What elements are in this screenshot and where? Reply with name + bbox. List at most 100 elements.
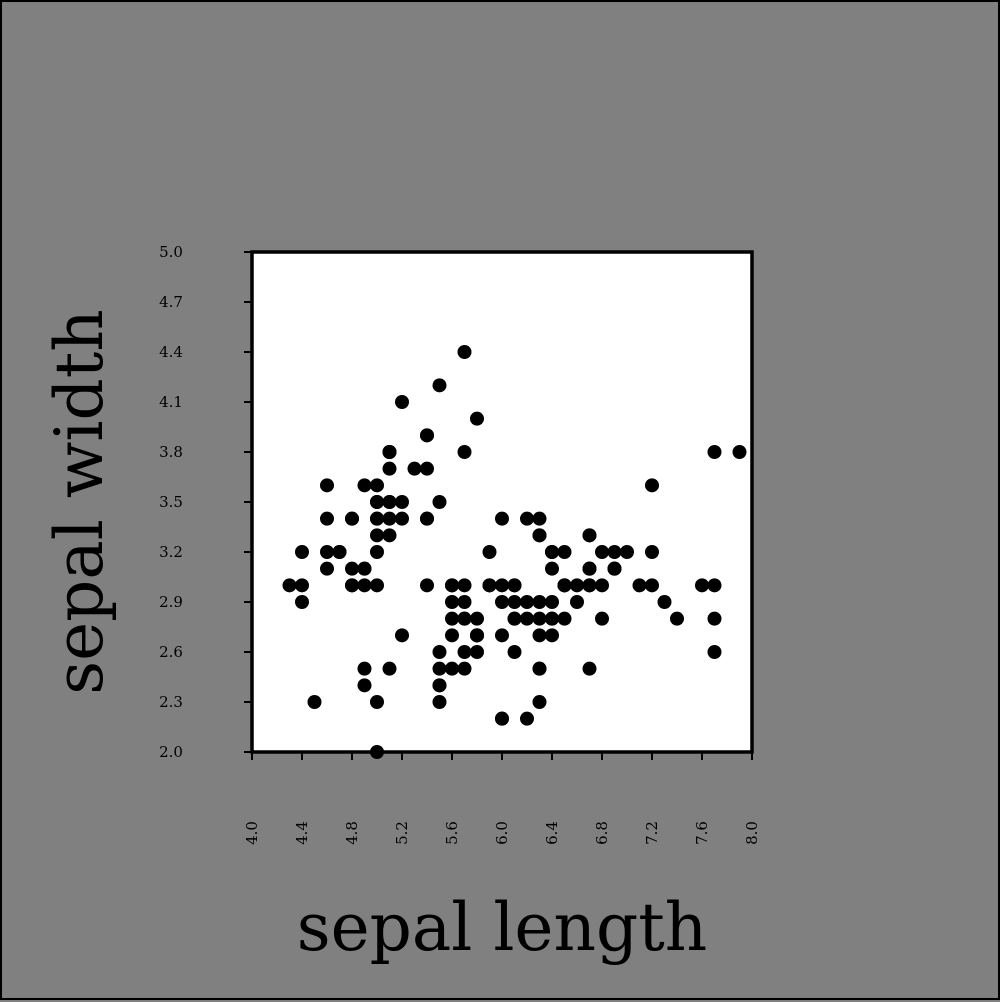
data-point bbox=[370, 478, 384, 493]
x-axis-label: sepal length bbox=[297, 889, 708, 966]
data-point bbox=[532, 611, 547, 626]
data-point bbox=[457, 595, 472, 609]
data-point bbox=[732, 445, 747, 459]
data-point bbox=[282, 578, 297, 593]
data-point bbox=[420, 511, 434, 526]
data-point bbox=[320, 561, 334, 576]
data-point bbox=[495, 628, 509, 643]
data-point bbox=[382, 495, 397, 509]
data-point bbox=[432, 695, 447, 709]
data-point bbox=[707, 645, 722, 659]
data-point bbox=[557, 545, 572, 559]
data-point bbox=[482, 578, 497, 593]
data-point bbox=[582, 661, 597, 676]
data-point bbox=[370, 545, 384, 559]
x-tick-label: 4.8 bbox=[343, 821, 361, 845]
y-tick-label: 5.0 bbox=[159, 243, 183, 261]
data-points bbox=[282, 345, 747, 759]
data-point bbox=[432, 378, 447, 393]
data-point bbox=[382, 661, 397, 676]
data-point bbox=[370, 578, 384, 593]
data-point bbox=[532, 511, 547, 526]
data-point bbox=[382, 445, 397, 459]
data-point bbox=[457, 345, 472, 359]
data-point bbox=[407, 461, 422, 476]
data-point bbox=[420, 578, 434, 593]
y-tick-label: 4.4 bbox=[159, 343, 183, 361]
y-tick-label: 3.8 bbox=[159, 443, 183, 461]
data-point bbox=[295, 545, 309, 559]
data-point bbox=[532, 528, 547, 543]
y-tick-label: 4.7 bbox=[159, 293, 183, 311]
data-point bbox=[457, 661, 472, 676]
data-point bbox=[532, 628, 547, 643]
data-point bbox=[470, 611, 484, 626]
y-tick-label: 2.0 bbox=[159, 743, 183, 761]
data-point bbox=[457, 611, 472, 626]
data-point bbox=[382, 528, 397, 543]
data-point bbox=[670, 611, 684, 626]
x-tick-label: 8.0 bbox=[743, 821, 761, 845]
data-point bbox=[632, 578, 647, 593]
data-point bbox=[545, 545, 559, 559]
data-point bbox=[395, 395, 409, 409]
data-point bbox=[357, 578, 372, 593]
data-point bbox=[395, 628, 409, 643]
data-point bbox=[307, 695, 322, 709]
data-point bbox=[495, 511, 509, 526]
data-point bbox=[645, 545, 659, 559]
y-tick-label: 4.1 bbox=[159, 393, 183, 411]
data-point bbox=[582, 578, 597, 593]
data-point bbox=[520, 595, 534, 609]
data-point bbox=[532, 661, 547, 676]
x-tick-label: 4.4 bbox=[293, 821, 311, 845]
data-point bbox=[657, 595, 672, 609]
data-point bbox=[507, 611, 522, 626]
data-point bbox=[345, 511, 359, 526]
x-axis-ticks: 4.0 4.4 4.8 5.2 5.6 6.0 6.4 6.8 7.2 7.6 8.0 bbox=[243, 752, 761, 845]
data-point bbox=[295, 578, 309, 593]
data-point bbox=[370, 495, 384, 509]
y-axis-ticks: 2.0 2.3 2.6 2.9 3.2 3.5 3.8 4.1 4.4 4.7 5.0 bbox=[159, 243, 252, 761]
data-point bbox=[395, 495, 409, 509]
data-point bbox=[707, 611, 722, 626]
data-point bbox=[607, 545, 622, 559]
x-tick-label: 7.2 bbox=[643, 821, 661, 845]
data-point bbox=[457, 445, 472, 459]
data-point bbox=[507, 578, 522, 593]
data-point bbox=[445, 578, 459, 593]
plot-area bbox=[252, 252, 752, 752]
x-tick-label: 5.2 bbox=[393, 821, 411, 845]
data-point bbox=[557, 578, 572, 593]
data-point bbox=[432, 645, 447, 659]
data-point bbox=[470, 411, 484, 426]
data-point bbox=[457, 578, 472, 593]
data-point bbox=[470, 628, 484, 643]
data-point bbox=[520, 711, 534, 726]
data-point bbox=[332, 545, 347, 559]
data-point bbox=[420, 461, 434, 476]
data-point bbox=[345, 561, 359, 576]
x-tick-label: 6.4 bbox=[543, 821, 561, 845]
data-point bbox=[607, 561, 622, 576]
data-point bbox=[620, 545, 634, 559]
data-point bbox=[595, 578, 609, 593]
x-tick-label: 5.6 bbox=[443, 821, 461, 845]
data-point bbox=[495, 595, 509, 609]
data-point bbox=[707, 578, 722, 593]
data-point bbox=[707, 445, 722, 459]
data-point bbox=[532, 695, 547, 709]
data-point bbox=[457, 645, 472, 659]
data-point bbox=[570, 578, 584, 593]
y-tick-label: 2.3 bbox=[159, 693, 183, 711]
data-point bbox=[695, 578, 709, 593]
data-point bbox=[595, 545, 609, 559]
data-point bbox=[357, 678, 372, 693]
data-point bbox=[507, 645, 522, 659]
data-point bbox=[320, 478, 334, 493]
data-point bbox=[495, 578, 509, 593]
x-tick-label: 6.0 bbox=[493, 821, 511, 845]
data-point bbox=[357, 661, 372, 676]
